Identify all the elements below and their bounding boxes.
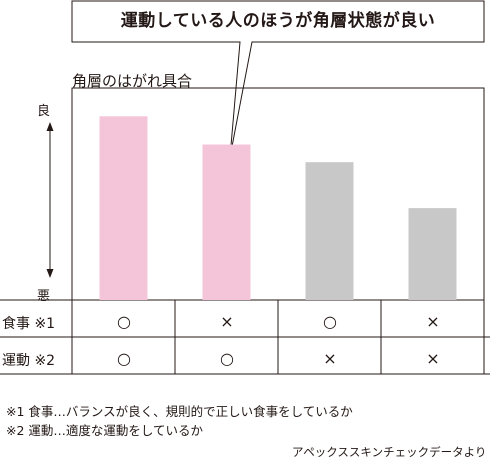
table-cell-diet-3: ○ bbox=[323, 312, 337, 331]
chart-title: 角層のはがれ具合 bbox=[72, 72, 193, 90]
bars bbox=[99, 116, 457, 301]
table-cell-exercise-4: × bbox=[426, 349, 440, 368]
callout-text: 運動している人のほうが角層状態が良い bbox=[120, 11, 436, 31]
table-row-label-exercise: 運動 ※2 bbox=[2, 353, 56, 369]
bar-3 bbox=[305, 162, 354, 300]
table-grid bbox=[0, 299, 490, 375]
table-cell-exercise-1: ○ bbox=[117, 349, 131, 368]
table-cell-exercise-2: ○ bbox=[220, 349, 234, 368]
footnote-diet: ※1 食事…バランスが良く、規則的で正しい食事をしているか bbox=[6, 404, 353, 419]
table-cell-diet-4: × bbox=[426, 312, 440, 331]
bar-2 bbox=[202, 144, 251, 300]
table-cell-diet-2: × bbox=[220, 312, 234, 331]
axis-label-good: 良 bbox=[37, 104, 51, 119]
table-row-label-diet: 食事 ※1 bbox=[2, 316, 56, 332]
good-bad-arrow bbox=[46, 122, 54, 278]
table-cell-exercise-3: × bbox=[323, 349, 337, 368]
source-note: アペックススキンチェックデータより bbox=[292, 445, 487, 459]
table-cell-diet-1: ○ bbox=[117, 312, 131, 331]
footnote-exercise: ※2 運動…適度な運動をしているか bbox=[6, 423, 204, 438]
bar-4 bbox=[408, 208, 457, 300]
callout-box bbox=[71, 0, 485, 158]
bar-1 bbox=[99, 116, 148, 301]
axis-label-bad: 悪 bbox=[37, 289, 51, 304]
